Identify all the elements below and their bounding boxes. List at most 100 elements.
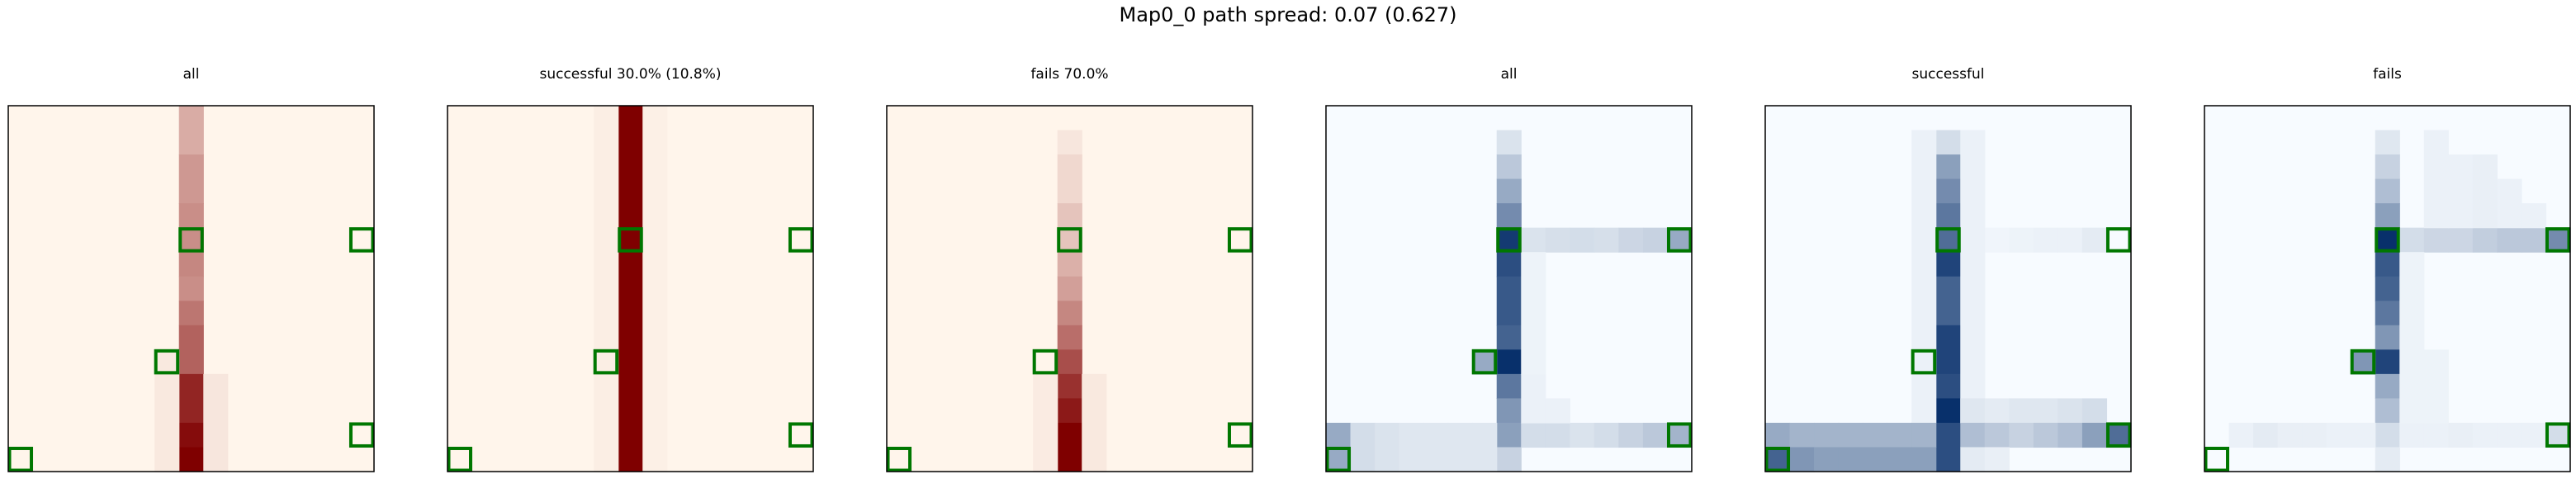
target-marker bbox=[2545, 227, 2571, 253]
heatmap-cell bbox=[2375, 398, 2400, 424]
heatmap-cell bbox=[1496, 447, 1522, 472]
heatmap-cell bbox=[1911, 422, 1937, 448]
heatmap-cell bbox=[2033, 398, 2058, 424]
heatmap-cell bbox=[1838, 422, 1863, 448]
heatmap-cell bbox=[1033, 373, 1058, 472]
heatmap-cell bbox=[1935, 373, 1961, 399]
heatmap-cell bbox=[178, 154, 204, 204]
heatmap-cell bbox=[1935, 276, 1961, 301]
heatmap-cell bbox=[1496, 398, 1522, 424]
heatmap-cell bbox=[1496, 325, 1522, 350]
heatmap-cell bbox=[1935, 227, 1961, 253]
heatmap-cell bbox=[178, 252, 204, 277]
heatmap-cell bbox=[1082, 373, 1107, 472]
panel-title: all bbox=[1500, 66, 1518, 83]
heatmap-cell bbox=[2497, 178, 2522, 229]
heatmap-cell bbox=[1057, 252, 1082, 277]
heatmap-cell bbox=[2423, 422, 2449, 448]
heatmap-cell bbox=[2521, 422, 2547, 448]
heatmap-cell bbox=[1496, 252, 1522, 277]
heatmap-cell bbox=[1935, 301, 1961, 326]
heatmap-cell bbox=[1935, 252, 1961, 277]
heatmap-cell bbox=[1935, 203, 1961, 229]
heatmap-cell bbox=[178, 373, 204, 424]
heatmap-cell bbox=[2351, 349, 2376, 375]
heatmap-cell bbox=[1496, 130, 1522, 155]
target-marker bbox=[348, 422, 375, 448]
heatmap-cell bbox=[2057, 398, 2083, 424]
heatmap-cell bbox=[1496, 154, 1522, 180]
heatmap-cell bbox=[2399, 422, 2425, 448]
heatmap-cell bbox=[2472, 227, 2498, 253]
heatmap-cell bbox=[1570, 227, 1595, 253]
heatmap-cell bbox=[1911, 130, 1937, 424]
heatmap-cell bbox=[2009, 398, 2034, 424]
target-marker bbox=[1325, 446, 1352, 472]
heatmap-cell bbox=[1984, 422, 2010, 448]
heatmap-cell bbox=[178, 447, 204, 472]
heatmap-cell bbox=[1618, 422, 1644, 448]
heatmap-cell bbox=[2375, 252, 2400, 277]
heatmap-cell bbox=[1057, 422, 1082, 472]
heatmap-cell bbox=[1521, 252, 1546, 375]
heatmap-panel-6 bbox=[2204, 105, 2571, 472]
heatmap-cell bbox=[1887, 422, 1912, 448]
target-marker bbox=[788, 227, 814, 253]
heatmap-cell bbox=[1057, 276, 1082, 301]
heatmap-cell bbox=[178, 325, 204, 375]
target-marker bbox=[788, 422, 814, 448]
heatmap-cell bbox=[2081, 422, 2108, 448]
heatmap-cell bbox=[1642, 422, 1669, 448]
heatmap-cell bbox=[2009, 227, 2034, 253]
heatmap-cell bbox=[2326, 422, 2351, 448]
heatmap-cell bbox=[594, 106, 619, 472]
heatmap-cell bbox=[2521, 227, 2547, 253]
heatmap-cell bbox=[178, 276, 204, 301]
heatmap-cell bbox=[2472, 422, 2498, 448]
heatmap-cell bbox=[1935, 178, 1961, 204]
heatmap-cell bbox=[1057, 373, 1082, 399]
heatmap-cell bbox=[1057, 325, 1082, 350]
heatmap-cell bbox=[1667, 422, 1693, 448]
heatmap-cell bbox=[2448, 154, 2474, 229]
target-marker bbox=[178, 227, 204, 253]
heatmap-cell bbox=[1911, 447, 1937, 472]
heatmap-cell bbox=[2375, 178, 2400, 204]
heatmap-cell bbox=[1984, 447, 2010, 472]
heatmap-cell bbox=[1789, 447, 1815, 472]
heatmap-cell bbox=[1935, 422, 1961, 448]
heatmap-cell bbox=[1863, 422, 1888, 448]
heatmap-cell bbox=[1935, 447, 1961, 472]
heatmap-panel-2 bbox=[447, 105, 814, 472]
heatmap-cell bbox=[2277, 422, 2303, 448]
target-marker bbox=[1496, 227, 1522, 253]
heatmap-cell bbox=[203, 373, 229, 472]
heatmap-cell bbox=[2302, 422, 2327, 448]
heatmap-cell bbox=[1057, 349, 1082, 375]
heatmap-cell bbox=[1545, 422, 1570, 448]
heatmap-cell bbox=[1935, 398, 1961, 424]
heatmap-cell bbox=[1838, 447, 1863, 472]
heatmap-cell bbox=[2375, 422, 2400, 448]
axes-frame bbox=[886, 105, 1253, 472]
heatmap-cell bbox=[2033, 227, 2058, 253]
heatmap-cell bbox=[1935, 154, 1961, 180]
heatmap-cell bbox=[1472, 349, 1498, 375]
heatmap-cell bbox=[2375, 447, 2400, 472]
heatmap-cell bbox=[1447, 422, 1473, 472]
panel-title: fails bbox=[2373, 66, 2402, 83]
target-marker bbox=[154, 349, 180, 375]
heatmap-cell bbox=[2375, 325, 2400, 350]
heatmap-cell bbox=[1496, 276, 1522, 326]
heatmap-cell bbox=[2497, 227, 2522, 253]
heatmap-cell bbox=[1960, 447, 1986, 472]
heatmap-cell bbox=[1375, 422, 1400, 472]
heatmap-cell bbox=[1496, 227, 1522, 253]
target-marker bbox=[1935, 227, 1961, 253]
heatmap-cell bbox=[2545, 422, 2571, 448]
target-marker bbox=[886, 446, 912, 472]
target-marker bbox=[2350, 349, 2376, 375]
heatmap-cell bbox=[1521, 373, 1546, 424]
heatmap-cell bbox=[2375, 301, 2400, 326]
